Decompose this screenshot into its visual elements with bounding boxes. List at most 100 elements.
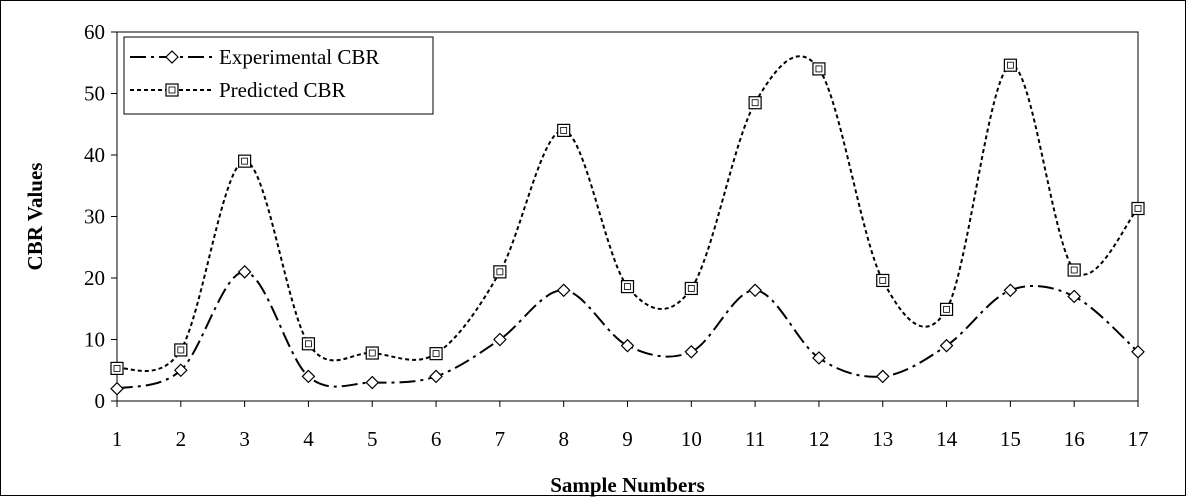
data-point bbox=[365, 346, 379, 360]
square-marker-inner bbox=[177, 346, 185, 354]
square-marker-inner bbox=[305, 340, 312, 348]
series-experimental-cbr bbox=[110, 265, 1145, 396]
square-marker-inner bbox=[815, 65, 823, 73]
x-tick-label: 9 bbox=[622, 427, 633, 451]
x-tick-label: 2 bbox=[176, 427, 187, 451]
legend-item: Predicted CBR bbox=[130, 78, 346, 102]
square-marker-inner bbox=[432, 350, 440, 358]
square-marker-inner bbox=[751, 99, 759, 107]
data-point bbox=[493, 332, 507, 347]
x-tick-label: 11 bbox=[745, 427, 765, 451]
square-marker-inner bbox=[943, 305, 950, 313]
square-marker-outer bbox=[1131, 201, 1145, 216]
data-point bbox=[301, 369, 316, 384]
square-marker-outer bbox=[939, 302, 954, 316]
legend-label: Predicted CBR bbox=[219, 78, 346, 102]
square-marker-inner bbox=[560, 127, 568, 134]
square-marker-inner bbox=[1070, 266, 1078, 274]
x-tick-label: 15 bbox=[1000, 427, 1021, 451]
data-point bbox=[812, 62, 826, 76]
legend-marker bbox=[165, 83, 179, 97]
y-tick-label: 50 bbox=[84, 82, 105, 106]
square-marker-inner bbox=[113, 365, 121, 372]
legend-item: Experimental CBR bbox=[130, 45, 379, 69]
data-point bbox=[557, 123, 571, 138]
series-line bbox=[116, 55, 1139, 372]
data-point bbox=[301, 337, 316, 351]
data-point bbox=[876, 273, 890, 288]
square-marker-outer bbox=[174, 343, 188, 357]
x-tick-label: 5 bbox=[367, 427, 378, 451]
data-point bbox=[493, 265, 507, 279]
x-tick-label: 12 bbox=[808, 427, 829, 451]
y-tick-label: 30 bbox=[84, 205, 105, 229]
x-tick-label: 13 bbox=[872, 427, 893, 451]
square-marker-outer bbox=[301, 337, 316, 351]
data-point bbox=[684, 281, 698, 296]
series-layer bbox=[110, 55, 1145, 396]
data-point bbox=[110, 381, 124, 396]
data-point bbox=[1131, 201, 1145, 216]
data-point bbox=[620, 280, 635, 294]
square-marker-inner bbox=[1134, 205, 1142, 212]
data-point bbox=[237, 265, 252, 279]
square-marker-inner bbox=[496, 268, 504, 276]
square-marker-outer bbox=[684, 281, 698, 296]
square-marker-outer bbox=[557, 123, 571, 138]
x-tick-label: 17 bbox=[1128, 427, 1149, 451]
data-point bbox=[939, 338, 954, 353]
data-point bbox=[173, 363, 188, 378]
square-marker-outer bbox=[110, 361, 124, 376]
data-point bbox=[238, 154, 252, 168]
y-tick-label: 40 bbox=[84, 143, 105, 167]
square-marker-outer bbox=[493, 265, 507, 279]
data-point bbox=[1003, 283, 1018, 298]
square-marker-outer bbox=[620, 280, 635, 294]
data-point bbox=[748, 96, 762, 110]
data-point bbox=[429, 369, 443, 384]
square-marker-outer bbox=[812, 62, 826, 76]
x-tick-label: 7 bbox=[495, 427, 506, 451]
square-marker-inner bbox=[1006, 61, 1014, 69]
square-marker-outer bbox=[238, 154, 252, 168]
square-marker-outer bbox=[429, 347, 443, 361]
legend-marker bbox=[165, 50, 179, 64]
x-tick-label: 16 bbox=[1064, 427, 1085, 451]
x-tick-label: 3 bbox=[239, 427, 250, 451]
square-marker-inner bbox=[687, 285, 695, 292]
data-point bbox=[1131, 344, 1145, 359]
square-marker-inner bbox=[879, 277, 887, 284]
data-point bbox=[1067, 263, 1081, 277]
data-point bbox=[365, 375, 380, 390]
y-tick-label: 60 bbox=[84, 20, 105, 44]
series-line bbox=[116, 270, 1139, 390]
data-point bbox=[812, 351, 826, 365]
y-axis-title: CBR Values bbox=[23, 163, 47, 271]
legend-label: Experimental CBR bbox=[219, 45, 379, 69]
x-tick-label: 10 bbox=[681, 427, 702, 451]
square-marker-outer bbox=[365, 346, 379, 360]
y-tick-label: 10 bbox=[84, 328, 105, 352]
data-point bbox=[1067, 289, 1082, 304]
data-point bbox=[875, 369, 890, 384]
x-tick-label: 6 bbox=[431, 427, 442, 451]
data-point bbox=[110, 361, 124, 376]
data-point bbox=[939, 302, 954, 316]
square-marker-inner bbox=[168, 86, 176, 94]
square-marker-outer bbox=[876, 273, 890, 288]
legend-box bbox=[123, 36, 434, 115]
y-tick-label: 0 bbox=[95, 389, 106, 413]
square-marker-inner bbox=[624, 283, 631, 291]
square-marker-outer bbox=[1003, 58, 1017, 72]
square-marker-inner bbox=[241, 157, 249, 165]
data-point bbox=[620, 338, 635, 353]
x-tick-label: 1 bbox=[112, 427, 123, 451]
data-point bbox=[429, 347, 443, 361]
square-marker-outer bbox=[165, 83, 179, 97]
square-marker-outer bbox=[1067, 263, 1081, 277]
x-axis-title: Sample Numbers bbox=[550, 473, 705, 497]
data-point bbox=[748, 283, 762, 298]
legend: Experimental CBR Predicted CBR bbox=[123, 36, 434, 115]
